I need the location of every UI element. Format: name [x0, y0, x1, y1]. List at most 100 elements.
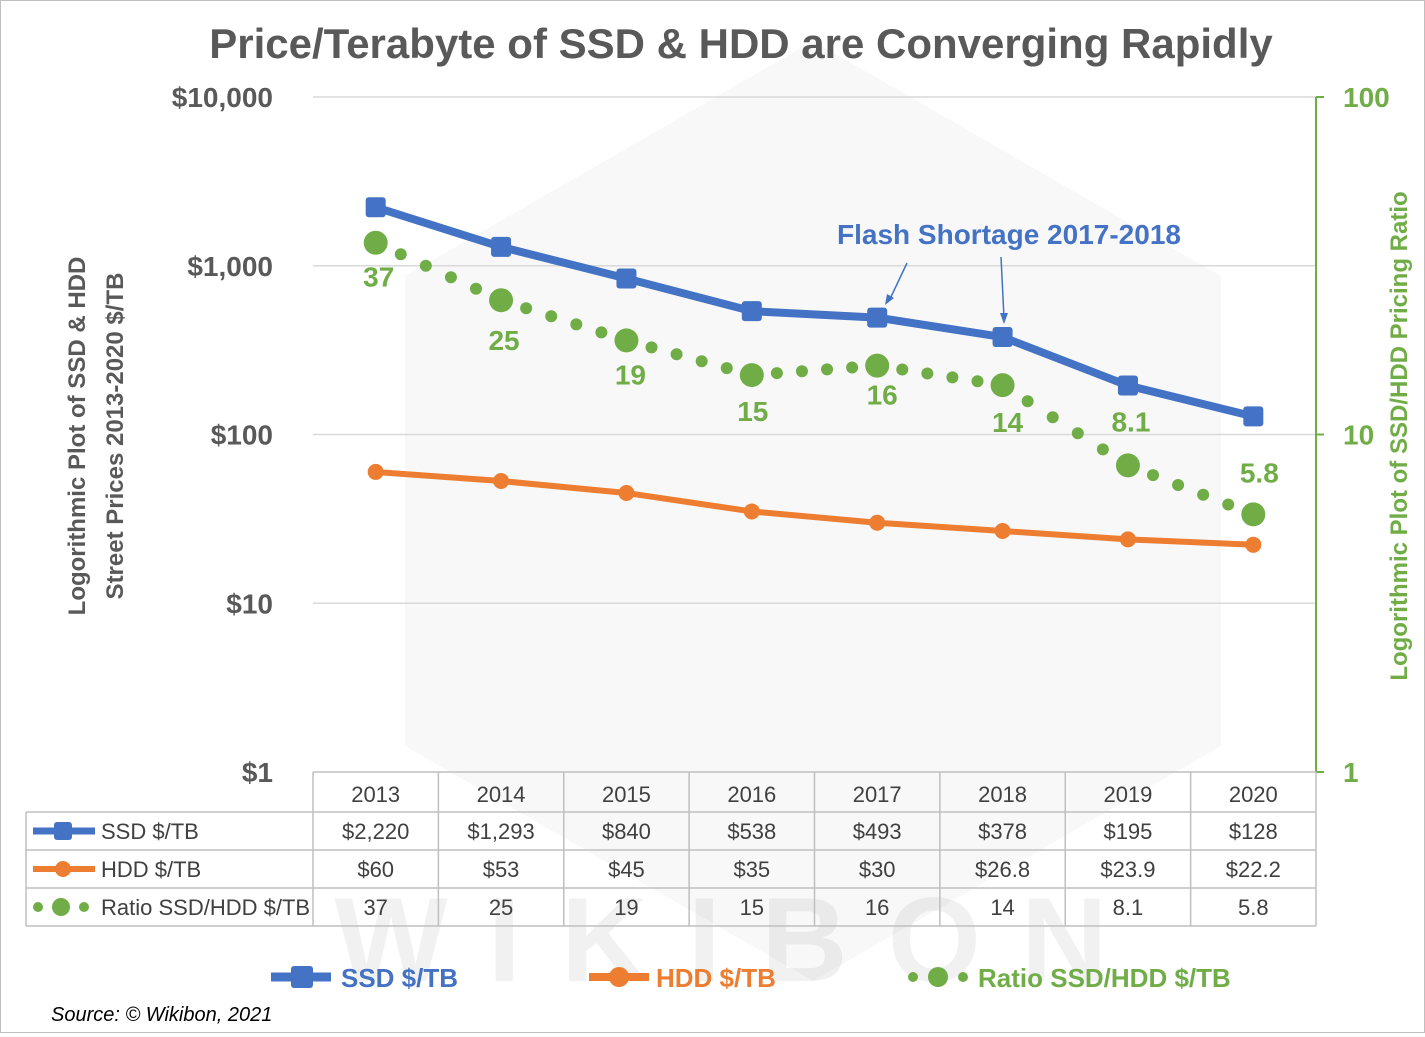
hdd-point-2019 [1119, 531, 1136, 548]
table-key-ratio-dot [79, 902, 89, 912]
left-tick-label: $1 [242, 757, 273, 788]
table-cell: $128 [1229, 819, 1278, 844]
ratio-line-dot [946, 371, 959, 384]
ratio-point-2020 [1241, 502, 1266, 527]
ratio-line-dot [1071, 427, 1084, 440]
table-cell: $45 [608, 857, 645, 882]
table-cell: 16 [865, 895, 889, 920]
ratio-line-dot [1172, 478, 1185, 491]
ratio-line-dot [846, 361, 859, 374]
hdd-point-2020 [1245, 536, 1262, 553]
series-layer [363, 197, 1266, 553]
legend-ratio-dot [908, 972, 918, 982]
ratio-line-dot [896, 363, 909, 376]
ratio-data-label: 8.1 [1111, 406, 1150, 437]
chart-title: Price/Terabyte of SSD & HDD are Convergi… [209, 20, 1273, 67]
ratio-line-dot [921, 367, 934, 380]
ratio-line-dot [971, 375, 984, 388]
table-cell: 19 [614, 895, 638, 920]
ratio-point-2015 [614, 328, 639, 353]
ratio-data-label: 25 [488, 325, 519, 356]
ratio-line-dot [444, 271, 457, 284]
ratio-point-2014 [489, 288, 514, 313]
ratio-point-2018 [990, 373, 1015, 398]
ratio-line-dot [1222, 498, 1235, 511]
ssd-point-2016 [741, 301, 762, 322]
table-row-label: Ratio SSD/HDD $/TB [101, 895, 310, 920]
ratio-line-dot [670, 348, 683, 361]
table-cell: $2,220 [342, 819, 409, 844]
table-key-ssd-marker [54, 822, 72, 840]
legend-ratio-marker [928, 967, 948, 987]
ssd-point-2014 [491, 236, 512, 257]
annotation: Flash Shortage 2017-2018 [837, 219, 1181, 324]
table-cell: $26.8 [975, 857, 1030, 882]
ratio-line-dot [394, 248, 407, 261]
ratio-line-dot [720, 362, 733, 375]
ratio-data-label: 14 [992, 407, 1024, 438]
table-cell: $840 [602, 819, 651, 844]
ssd-point-2020 [1243, 406, 1264, 427]
table-cell: 37 [363, 895, 387, 920]
hdd-point-2017 [869, 514, 886, 531]
left-axis-title-line1: Logorithmic Plot of SSD & HDD [64, 257, 91, 616]
left-tick-label: $10,000 [172, 82, 273, 113]
table-cell: 5.8 [1238, 895, 1269, 920]
ratio-line-dot [695, 355, 708, 368]
ratio-line-dot [545, 310, 558, 323]
gridlines [313, 96, 1316, 604]
table-cell: 14 [990, 895, 1014, 920]
legend-ssd-marker [291, 966, 313, 988]
hdd-point-2013 [367, 463, 384, 480]
ssd-point-2018 [992, 327, 1013, 348]
left-tick-label: $10 [226, 588, 273, 619]
ratio-point-2016 [739, 363, 764, 388]
table-cell: $378 [978, 819, 1027, 844]
source-note: Source: © Wikibon, 2021 [51, 1004, 272, 1026]
ratio-line-dot [795, 365, 808, 378]
ratio-data-label: 37 [363, 262, 394, 293]
legend-hdd-marker [609, 967, 629, 987]
annotation-arrowhead-2017 [885, 294, 894, 305]
ratio-line-dot [469, 282, 482, 295]
table-key-hdd-marker [55, 861, 71, 877]
legend-ratio-dot [958, 972, 968, 982]
ssd-point-2015 [616, 268, 637, 289]
data-table: 2013 2014 2015 2016 2017 2018 2019 2020 SSD $/TB… [25, 771, 1317, 927]
ratio-line-dot [821, 363, 834, 376]
table-row-label: SSD $/TB [101, 819, 199, 844]
left-tick-label: $1,000 [187, 251, 273, 282]
annotation-arrow-2018 [1000, 256, 1005, 319]
table-year-header: 2016 [727, 782, 776, 807]
ratio-data-label: 15 [737, 396, 768, 427]
data-labels: 37 25 19 15 16 14 8.1 5.8 [363, 262, 1279, 489]
table-cell: $60 [357, 857, 394, 882]
table-year-header: 2020 [1229, 782, 1278, 807]
ratio-point-2013 [363, 230, 388, 255]
ratio-line-dot [645, 341, 658, 354]
ratio-line-dot [770, 367, 783, 380]
ratio-line-dot [1046, 411, 1059, 424]
ratio-point-2019 [1115, 453, 1140, 478]
table-cell: $35 [733, 857, 770, 882]
hdd-line [375, 468, 1254, 548]
right-axis-title: Logorithmic Plot of SSD/HDD Pricing Rati… [1386, 191, 1413, 680]
ratio-line-dot [1147, 469, 1160, 482]
table-row-label: HDD $/TB [101, 857, 201, 882]
table-cell: $1,293 [467, 819, 534, 844]
ratio-line-dot [595, 326, 608, 339]
table-cell: 15 [740, 895, 764, 920]
table-cell: $53 [483, 857, 520, 882]
table-key-ratio-dot [33, 902, 43, 912]
ratio-line-dot [1096, 443, 1109, 456]
left-tick-label: $100 [211, 420, 273, 451]
table-year-header: 2019 [1103, 782, 1152, 807]
table-year-header: 2013 [351, 782, 400, 807]
right-y-axis: 100 10 1 [1315, 82, 1390, 788]
hdd-point-2015 [618, 485, 635, 502]
ratio-line-dot [1197, 488, 1210, 501]
table-cell: $538 [727, 819, 776, 844]
ratio-data-label: 5.8 [1240, 457, 1279, 488]
table-year-header: 2018 [978, 782, 1027, 807]
